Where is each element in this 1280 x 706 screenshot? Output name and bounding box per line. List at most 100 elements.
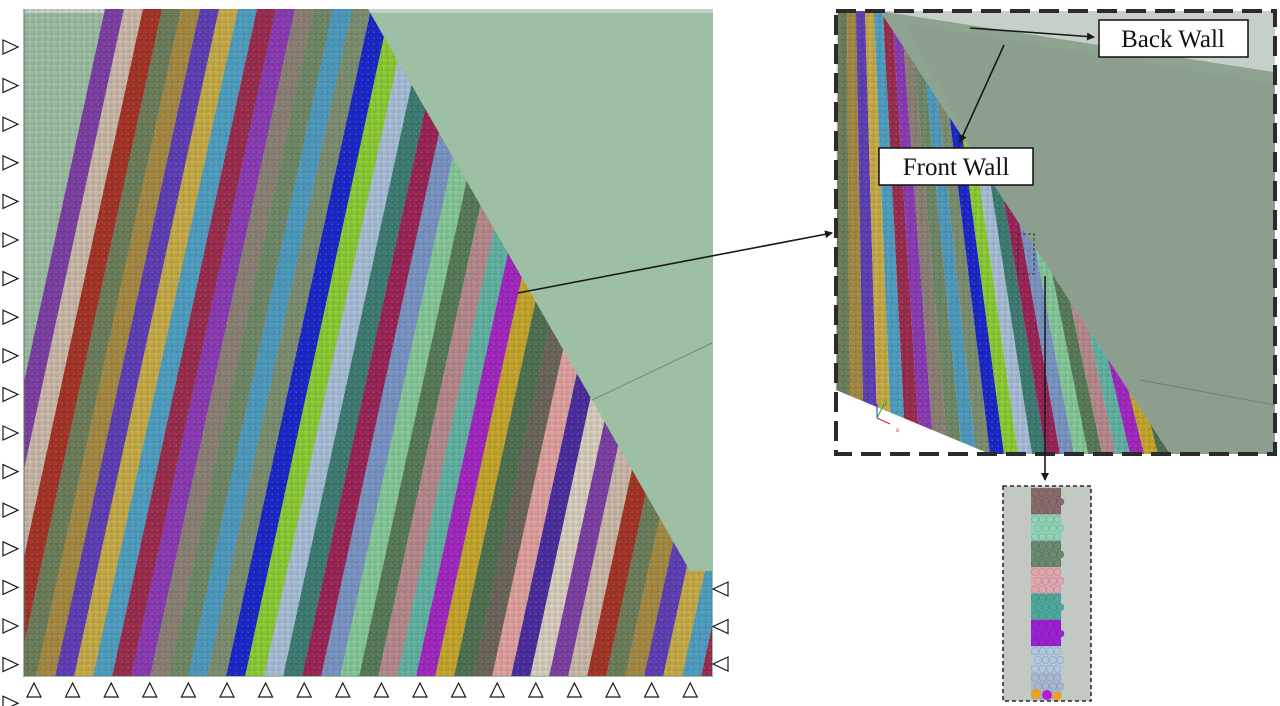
bottom-support-triangle (643, 681, 660, 698)
column-particle (1038, 489, 1047, 497)
left-support-triangle (2, 39, 20, 55)
column-particle (1031, 515, 1039, 524)
back-wall-label-box (1098, 19, 1249, 58)
bottom-support-triangle (605, 681, 621, 698)
zoom-bottom-white (836, 390, 990, 454)
column-particle (1038, 585, 1047, 594)
column-particle (1046, 647, 1054, 656)
left-support-triangle (2, 463, 20, 480)
column-particle (1038, 673, 1047, 682)
column-particle (1049, 603, 1057, 612)
column-particle (1049, 656, 1057, 664)
column-particle (1034, 577, 1042, 585)
column-particle (1046, 506, 1054, 515)
bottom-support-triangle (373, 681, 390, 698)
column-particle (1053, 612, 1062, 620)
column-particle (1056, 550, 1065, 559)
column-particle (1038, 612, 1047, 620)
column-particle (1046, 673, 1054, 682)
column-particle (1038, 647, 1047, 656)
back-wall-pointer (969, 27, 1095, 41)
column-particle (1038, 559, 1047, 568)
column-particle (1034, 656, 1042, 664)
column-particle (1031, 533, 1039, 541)
column-particle (1041, 550, 1050, 559)
bottom-support-triangle (334, 681, 351, 698)
column-particle (1031, 541, 1039, 550)
column-particle (1038, 638, 1047, 647)
bottom-support-triangle (489, 681, 506, 698)
column-particle (1056, 497, 1065, 506)
column-particle (1053, 506, 1062, 515)
callout-arrow-to-zoom (517, 230, 833, 294)
left-support-triangle (2, 579, 20, 596)
column-particle (1046, 620, 1054, 629)
column-particle (1046, 541, 1054, 550)
left-roller-supports (2, 39, 20, 706)
main-model-panel (23, 9, 713, 677)
column-particle (1053, 673, 1062, 682)
zoom-detail-box (1017, 233, 1035, 275)
column-particle (1053, 647, 1062, 656)
front-wall-label-box (878, 147, 1034, 186)
column-particle (1038, 594, 1047, 603)
left-support-triangle (2, 386, 20, 403)
column-particle (1053, 489, 1062, 497)
column-particle (1041, 682, 1050, 691)
column-particle (1053, 533, 1062, 541)
column-particle (1053, 594, 1062, 603)
column-particle (1053, 585, 1062, 594)
column-particle (1031, 647, 1039, 656)
front-wall-label: Front Wall (903, 154, 1010, 181)
left-support-triangle (2, 154, 20, 171)
column-particle (1049, 524, 1057, 533)
bottom-support-triangle (257, 681, 274, 698)
axis-x-label: x (896, 428, 899, 434)
bottom-support-triangle (64, 681, 81, 698)
column-particle (1053, 620, 1062, 629)
left-support-triangle (2, 270, 20, 287)
column-particle (1038, 506, 1047, 515)
column-particle (1046, 515, 1054, 524)
column-particle (1053, 638, 1062, 647)
column-particle (1038, 568, 1047, 577)
column-particle (1041, 524, 1050, 533)
column-particle (1056, 524, 1065, 533)
column-particle (1041, 603, 1050, 612)
column-particle (1041, 577, 1050, 585)
left-support-triangle (2, 540, 20, 557)
bottom-support-triangle (682, 681, 699, 698)
right-support-triangle (711, 581, 729, 597)
wall-diagonal-edge (587, 342, 713, 403)
column-particle (1049, 629, 1057, 638)
column-particle (1031, 594, 1039, 603)
axis-y-label: y (884, 400, 887, 406)
column-particle (1038, 664, 1047, 673)
bottom-support-triangle (527, 681, 544, 698)
bottom-support-triangle (296, 681, 313, 698)
column-particle (1042, 690, 1052, 700)
zoom-view-panel: y x Back Wall Front Wall (834, 9, 1277, 456)
column-particle (1034, 629, 1042, 638)
column-particle (1049, 550, 1057, 559)
column-particle (1034, 682, 1042, 691)
bottom-roller-supports (26, 681, 699, 698)
column-particle (1041, 629, 1050, 638)
left-support-triangle (2, 77, 20, 94)
bottom-support-triangle (566, 681, 583, 698)
left-support-triangle (2, 193, 20, 210)
column-detail-panel (1002, 485, 1092, 702)
column-particle (1031, 568, 1039, 577)
right-roller-supports (711, 581, 729, 672)
left-support-triangle (2, 425, 20, 441)
column-particle (1046, 533, 1054, 541)
left-support-triangle (2, 309, 20, 326)
column-particle (1031, 585, 1039, 594)
column-particle (1046, 585, 1054, 594)
column-particle (1052, 691, 1062, 701)
back-wall-label: Back Wall (1121, 26, 1225, 53)
left-support-triangle (2, 656, 20, 673)
column-particle (1046, 638, 1054, 647)
bottom-support-triangle (450, 681, 467, 698)
